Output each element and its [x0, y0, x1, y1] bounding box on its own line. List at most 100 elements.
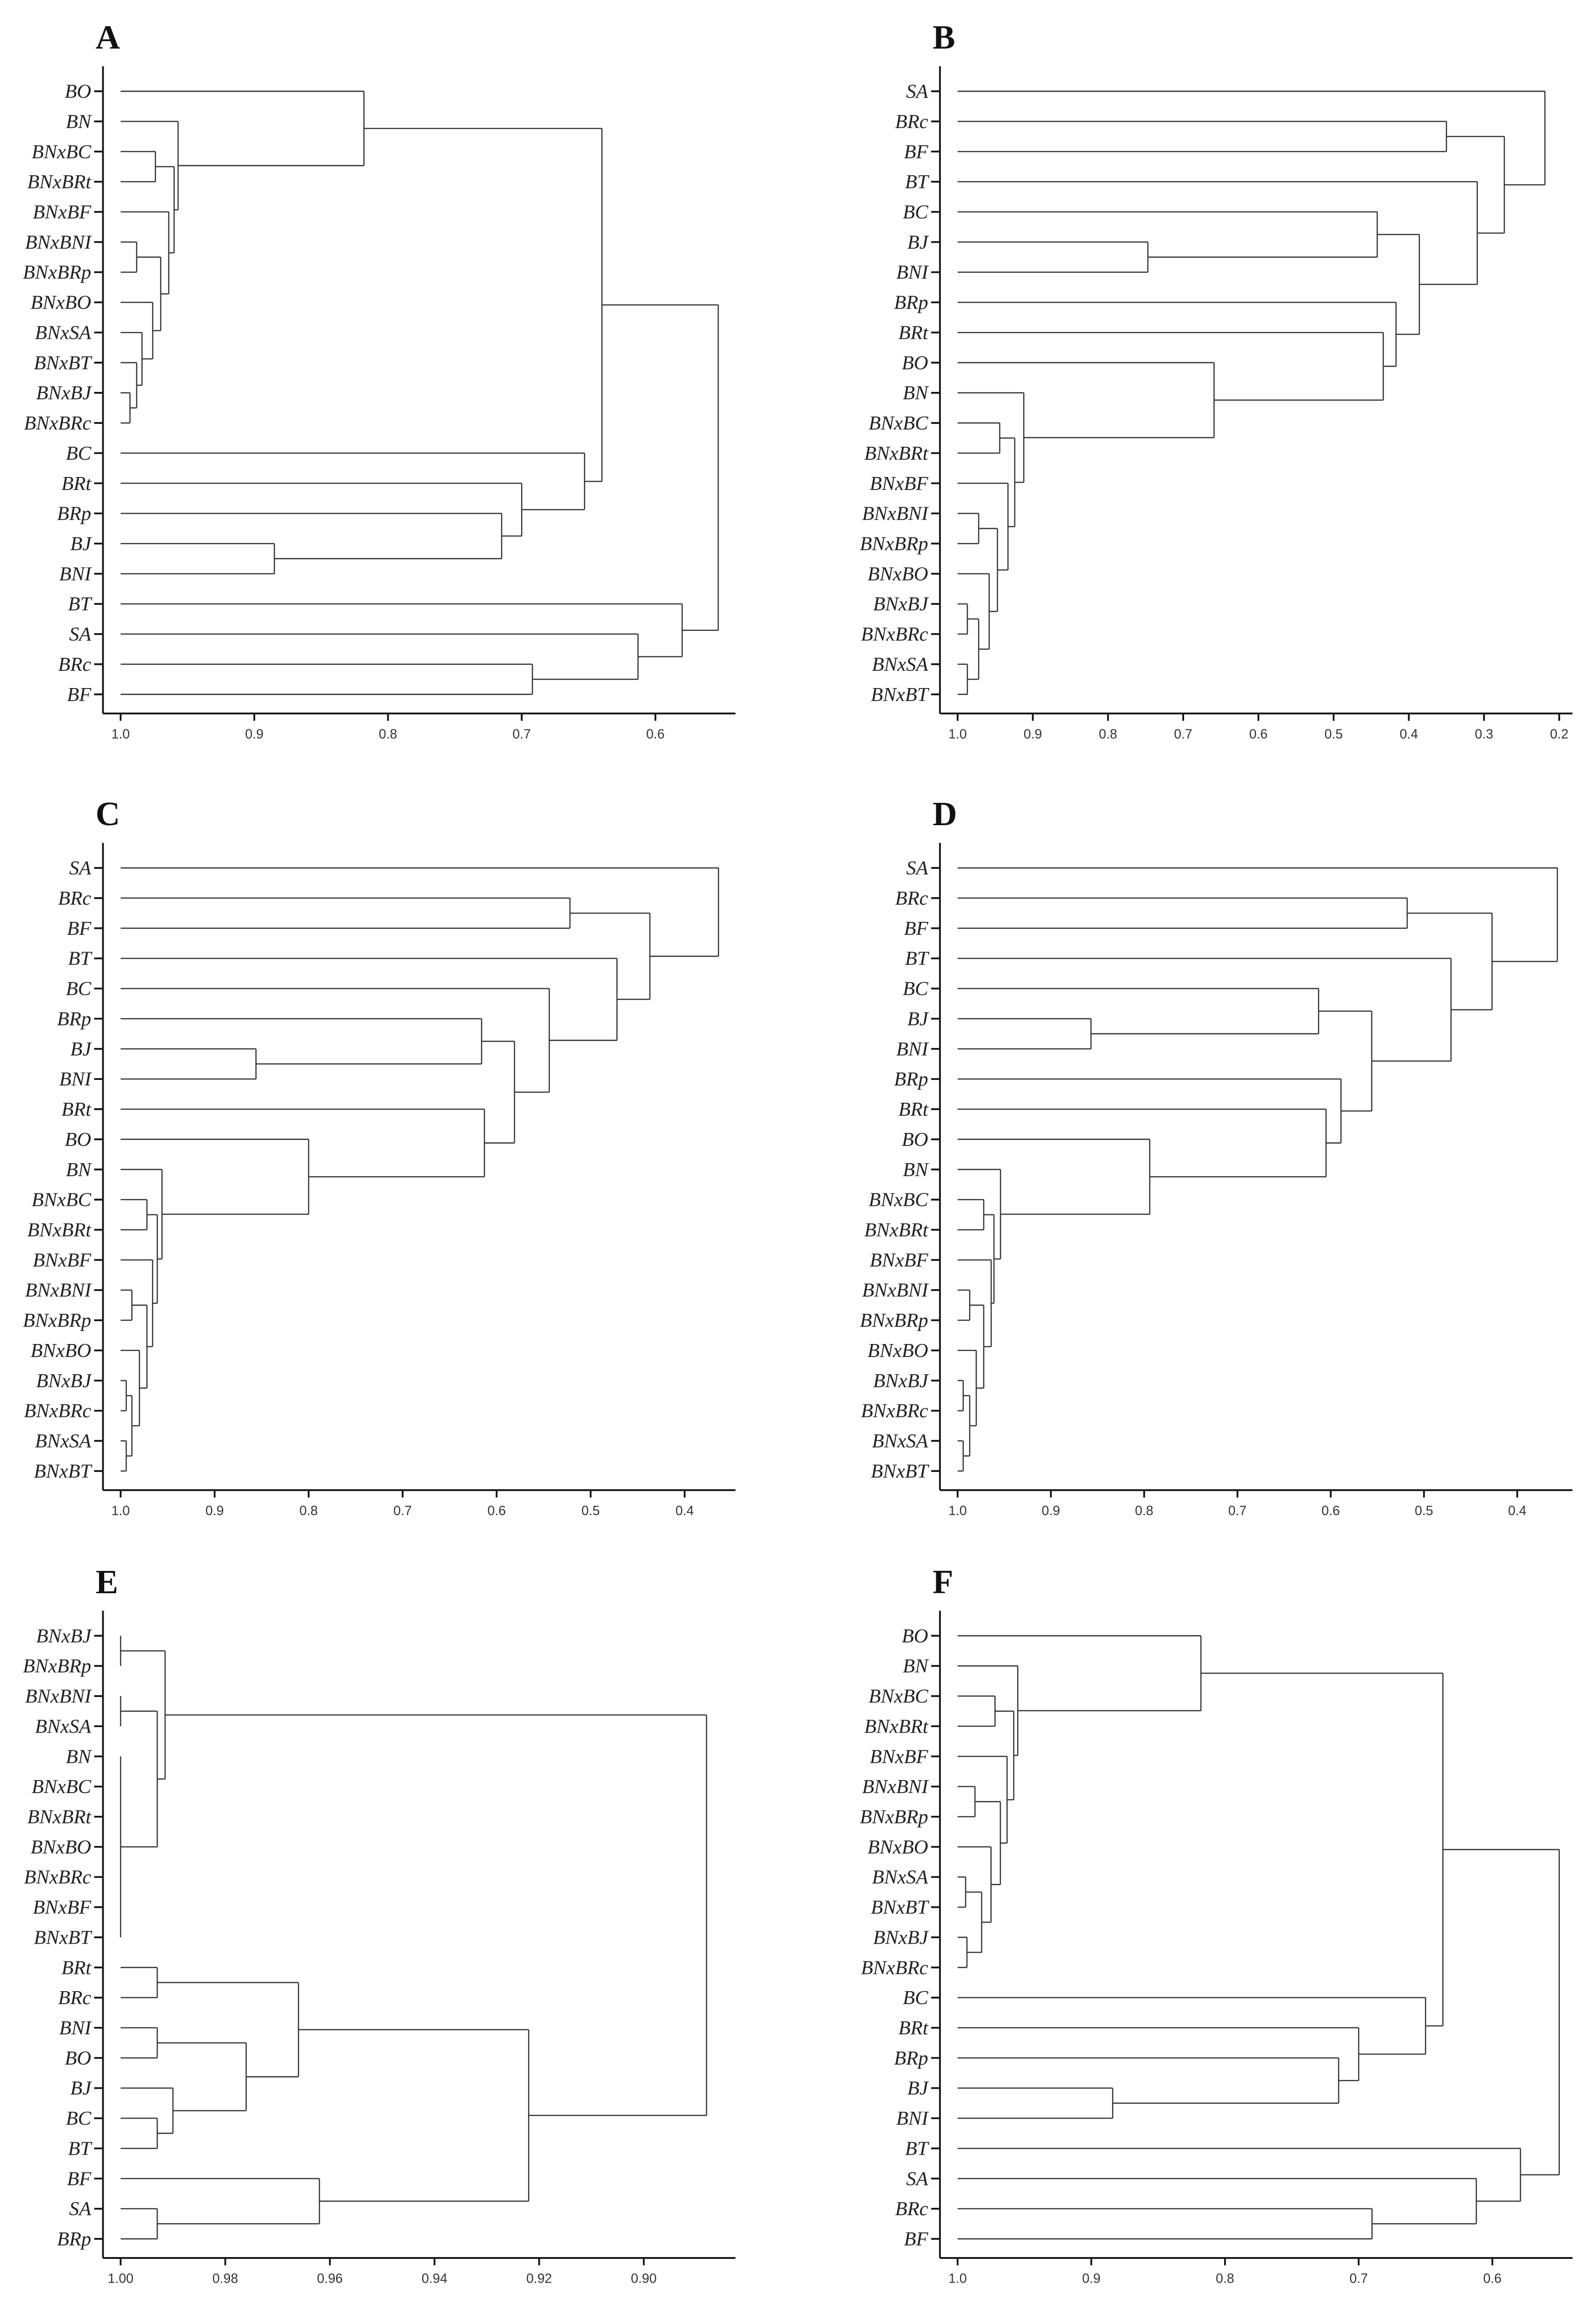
- x-tick-label: 0.5: [1324, 727, 1343, 742]
- panel-b: B SA BRc BF BT BC BJ BNI BRp BRt BO BN BNxBC BNxBRt BN…: [860, 19, 1573, 742]
- leaf-label: BNI: [59, 563, 92, 585]
- leaf-label: BNxBJ: [36, 1370, 93, 1392]
- leaf-label: BRc: [58, 1987, 91, 2009]
- x-tick-label: 0.6: [1483, 2271, 1502, 2286]
- leaf-label: SA: [69, 623, 92, 645]
- leaf-label: BN: [903, 1655, 929, 1677]
- leaf-label: BRc: [58, 654, 91, 675]
- x-tick-label: 0.92: [526, 2271, 552, 2286]
- x-tick-label: 0.90: [631, 2271, 656, 2286]
- x-tick-label: 0.9: [1042, 1503, 1060, 1518]
- leaf-label: BNxBJ: [36, 1625, 93, 1647]
- leaf-label: BF: [904, 141, 928, 163]
- leaf-label: BNxBJ: [873, 593, 929, 615]
- x-tick-label: 0.5: [582, 1503, 600, 1518]
- leaf-label: BF: [67, 684, 92, 706]
- leaf-label: BNxBC: [32, 1776, 92, 1798]
- x-tick-label: 0.9: [205, 1503, 224, 1518]
- leaf-label: BO: [65, 81, 91, 103]
- x-tick-label: 0.5: [1415, 1503, 1433, 1518]
- leaf-label: BNxBC: [868, 1189, 928, 1211]
- leaf-label: BNxBRp: [860, 533, 928, 555]
- x-tick-label: 1.0: [112, 727, 130, 742]
- panel-a: A BO BN BNxBC BNxBRt BNxBF BNxBNI BNxBRp BNxBO BN…: [23, 19, 736, 742]
- leaf-label: BNxBO: [868, 1836, 928, 1858]
- x-tick-label: 0.8: [1099, 727, 1118, 742]
- leaf-label: BNxBC: [32, 1189, 92, 1211]
- leaf-label: BT: [905, 2138, 930, 2159]
- leaf-label: BNxBRc: [24, 412, 92, 434]
- leaf-label: BNxBT: [34, 1460, 93, 1482]
- leaf-label: BNxBNI: [862, 1279, 929, 1301]
- panel-c: C SA BRc BF BT BC BRp BJ BNI BRt BO BN BNxBC BNxBRt BN…: [23, 795, 736, 1518]
- x-tick-label: 0.8: [299, 1503, 318, 1518]
- leaf-label: BF: [67, 918, 92, 940]
- leaf-label: BNxBO: [31, 292, 91, 314]
- leaf-label: BNxBRp: [23, 1655, 91, 1677]
- leaf-label: BJ: [907, 232, 929, 253]
- panel-letter: B: [933, 19, 955, 56]
- leaf-label: BC: [66, 443, 92, 464]
- x-tick-label: 0.7: [512, 727, 531, 742]
- leaf-label: BNxBJ: [36, 382, 93, 404]
- leaf-label: BJ: [907, 1008, 929, 1030]
- x-tick-label: 0.4: [675, 1503, 694, 1518]
- leaf-label: BNxBF: [870, 473, 929, 495]
- leaf-label: BNxBT: [871, 1897, 930, 1919]
- x-tick-label: 0.7: [1350, 2271, 1368, 2286]
- leaf-label: BRp: [894, 1068, 928, 1090]
- leaf-label: BO: [902, 1625, 928, 1647]
- leaf-label: BNxBNI: [25, 1279, 92, 1301]
- leaf-label: SA: [69, 857, 92, 879]
- x-tick-label: 1.0: [948, 1503, 967, 1518]
- leaf-label: BNxBRc: [24, 1867, 92, 1888]
- leaf-label: BNxBF: [870, 1746, 929, 1768]
- leaf-label: BNxSA: [35, 1715, 92, 1737]
- leaf-label: BT: [905, 171, 930, 193]
- leaf-label: BT: [68, 593, 93, 615]
- leaf-label: BNxSA: [872, 654, 929, 675]
- leaf-label: BJ: [70, 1038, 92, 1060]
- leaf-label: BJ: [70, 533, 92, 555]
- leaf-label: BN: [66, 1159, 93, 1181]
- leaf-label: BRt: [61, 1957, 92, 1979]
- leaf-label: BNxBRc: [24, 1400, 92, 1422]
- leaf-label: BT: [68, 2138, 93, 2159]
- leaf-label: BRc: [895, 111, 928, 132]
- leaf-label: BNxBC: [868, 1686, 928, 1708]
- leaf-label: BNxBF: [33, 1897, 92, 1919]
- leaf-label: BNxBO: [31, 1340, 91, 1362]
- leaf-label: BC: [903, 201, 928, 223]
- leaf-label: BNxBRt: [27, 1219, 92, 1241]
- x-tick-label: 0.4: [1508, 1503, 1527, 1518]
- x-tick-label: 0.94: [422, 2271, 447, 2286]
- leaf-label: BF: [904, 918, 928, 940]
- x-tick-label: 0.7: [1228, 1503, 1247, 1518]
- leaf-label: BNxBRp: [23, 262, 91, 284]
- leaf-label: BNxBRc: [861, 1400, 928, 1422]
- leaf-label: BRp: [894, 2047, 928, 2069]
- leaf-label: BRc: [58, 887, 91, 909]
- leaf-label: BNxSA: [35, 322, 92, 344]
- leaf-label: BNI: [896, 262, 929, 284]
- leaf-label: BNxBO: [868, 563, 928, 585]
- leaf-label: BF: [67, 2168, 92, 2190]
- x-tick-label: 0.6: [1249, 727, 1268, 742]
- leaf-label: BNxBC: [32, 141, 92, 163]
- panel-letter: A: [96, 19, 120, 56]
- leaf-label: BO: [65, 2047, 91, 2069]
- x-tick-label: 1.0: [112, 1503, 130, 1518]
- leaf-label: BC: [66, 2108, 92, 2130]
- leaf-label: BNI: [59, 1068, 92, 1090]
- x-tick-label: 1.00: [108, 2271, 133, 2286]
- leaf-label: BNxBRt: [864, 1219, 929, 1241]
- leaf-label: BNxBRp: [860, 1310, 928, 1331]
- leaf-label: BNxBJ: [873, 1370, 929, 1392]
- leaf-label: BNxBO: [868, 1340, 928, 1362]
- leaf-label: BRc: [895, 2198, 928, 2220]
- leaf-label: BN: [66, 1746, 93, 1768]
- leaf-label: BNxBRc: [861, 1957, 928, 1979]
- panel-letter: D: [933, 795, 957, 833]
- leaf-label: BRp: [57, 1008, 92, 1030]
